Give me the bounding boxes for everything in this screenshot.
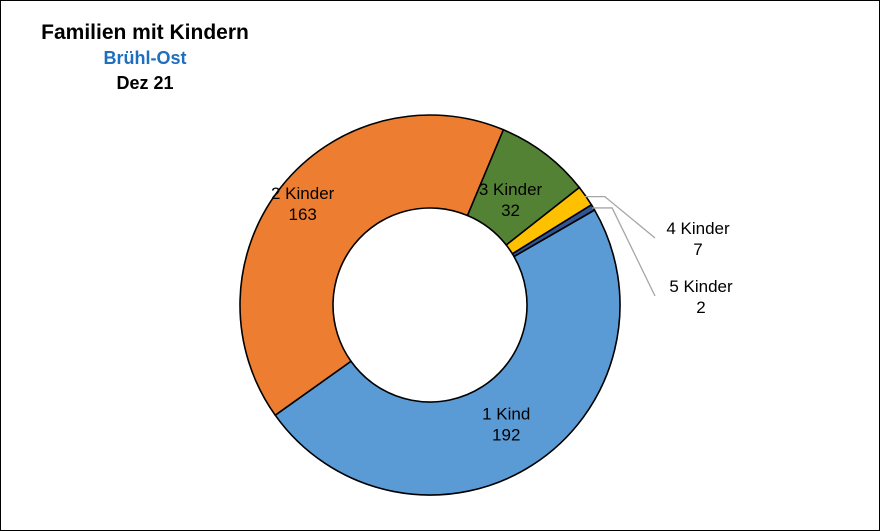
slice-1-kind [274,209,621,496]
leader-line-4-kinder [584,195,656,239]
data-label-2-kinder: 2 Kinder 163 [271,184,335,224]
slice-2-kinder [239,114,505,417]
slice-5-kinder [511,204,596,258]
data-label-4-kinder: 4 Kinder 7 [666,219,730,259]
data-label-3-kinder: 3 Kinder 32 [479,180,543,220]
data-label-1-kind: 1 Kind 192 [482,405,530,445]
chart-title: Familien mit Kindern [41,21,249,44]
data-label-5-kinder: 5 Kinder 2 [669,277,733,317]
leader-line-5-kinder [592,207,656,297]
chart-period: Dez 21 [116,73,174,93]
chart-subtitle: Brühl-Ost [103,48,187,68]
